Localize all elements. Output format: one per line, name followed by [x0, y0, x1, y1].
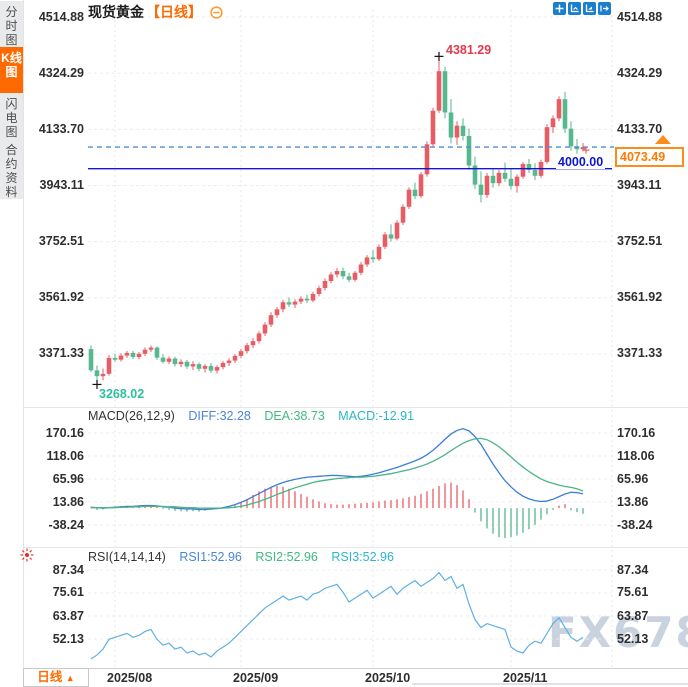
rsi-yaxis-left-label: 87.34 [52, 562, 84, 577]
crosshair-tool-icon[interactable] [553, 2, 566, 15]
chart-toolbar [553, 2, 611, 15]
sidebar-tab-contract-info[interactable]: 合约资料 [0, 139, 23, 199]
macd-params-label: MACD(26,12,9) [88, 409, 175, 423]
macd-yaxis-left-label: 170.16 [45, 425, 84, 440]
rsi2-value: RSI2:52.96 [255, 550, 318, 564]
macd-header: MACD(26,12,9) DIFF:32.28 DEA:38.73 MACD:… [88, 409, 414, 423]
main-yaxis-left-label: 3371.33 [38, 346, 84, 361]
chart-title-row: 现货黄金 【日线】 [88, 2, 223, 22]
rsi-yaxis-left-label: 52.13 [52, 631, 84, 646]
main-yaxis-right-label: 3943.11 [617, 177, 662, 192]
macd-yaxis-left-label: -38.24 [48, 517, 84, 532]
sidebar-divider [23, 0, 24, 686]
sidebar-tab-time-chart[interactable]: 分时图 [0, 1, 23, 47]
main-yaxis-left-label: 4324.29 [38, 65, 84, 80]
macd-dea-value: DEA:38.73 [264, 409, 325, 423]
instrument-name: 现货黄金 [88, 4, 144, 20]
xaxis-date-label: 2025/08 [107, 671, 153, 685]
macd-yaxis-right-label: -38.24 [617, 517, 653, 532]
period-dropdown-arrow-icon: ▲ [65, 673, 75, 683]
rsi-yaxis-left-label: 75.61 [52, 585, 84, 600]
main-yaxis-right-label: 3371.33 [617, 346, 663, 361]
high-price-annotation: 4381.29 [446, 43, 492, 58]
macd-yaxis-right-label: 13.86 [617, 494, 649, 509]
macd-macd-value: MACD:-12.91 [338, 409, 415, 423]
current-price-badge: 4073.49 [615, 147, 684, 167]
rsi3-value: RSI3:52.96 [331, 550, 394, 564]
main-yaxis-right-label: 4514.88 [617, 9, 663, 24]
horizontal-scrollbar[interactable] [412, 683, 688, 685]
main-yaxis-left-label: 4133.70 [38, 121, 84, 136]
main-yaxis-left-label: 3943.11 [39, 177, 85, 192]
xaxis-separator [23, 668, 688, 669]
rsi-yaxis-right-label: 63.87 [617, 608, 649, 623]
exit-chart-tool-icon[interactable] [598, 2, 611, 15]
macd-diff-value: DIFF:32.28 [188, 409, 251, 423]
main-yaxis-left-label: 3752.51 [38, 234, 84, 249]
main-yaxis-right-label: 3752.51 [617, 234, 663, 249]
hline-price-label: 4000.00 [556, 154, 606, 169]
macd-yaxis-right-label: 65.96 [617, 471, 649, 486]
rsi-header: RSI(14,14,14) RSI1:52.96 RSI2:52.96 RSI3… [88, 550, 394, 564]
period-tag: 【日线】 [146, 4, 202, 20]
rsi-params-label: RSI(14,14,14) [88, 550, 166, 564]
trend-tool-icon[interactable] [583, 2, 596, 15]
main-yaxis-right-label: 3561.92 [617, 290, 663, 305]
macd-yaxis-right-label: 170.16 [617, 425, 656, 440]
main-yaxis-left-label: 4514.88 [38, 9, 84, 24]
rsi-yaxis-right-label: 87.34 [617, 562, 649, 577]
period-selector-button[interactable]: 日线 ▲ [23, 668, 89, 687]
main-macd-separator [23, 407, 688, 408]
main-yaxis-left-label: 3561.92 [38, 290, 84, 305]
macd-yaxis-left-label: 65.96 [52, 471, 84, 486]
collapse-panel-icon[interactable] [210, 6, 223, 22]
macd-rsi-separator [23, 547, 688, 548]
watermark: FX678 [548, 608, 688, 657]
xaxis-date-label: 2025/09 [233, 671, 279, 685]
xaxis-date-label: 2025/11 [503, 671, 548, 685]
main-yaxis-right-label: 4324.29 [617, 65, 663, 80]
sidebar-tab-kline-chart[interactable]: K线图 [0, 47, 23, 93]
macd-yaxis-left-label: 13.86 [52, 494, 84, 509]
low-price-annotation: 3268.02 [99, 387, 145, 402]
main-yaxis-right-label: 4133.70 [617, 121, 663, 136]
rsi-yaxis-left-label: 63.87 [52, 608, 84, 623]
xaxis-date-label: 2025/10 [365, 671, 411, 685]
macd-yaxis-right-label: 118.06 [617, 448, 655, 463]
axis-scale-tool-icon[interactable] [568, 2, 581, 15]
rsi-yaxis-right-label: 52.13 [617, 631, 649, 646]
flash-indicator-icon[interactable] [20, 548, 34, 567]
macd-yaxis-left-label: 118.06 [46, 448, 84, 463]
sidebar-tab-lightning-chart[interactable]: 闪电图 [0, 93, 23, 139]
rsi-yaxis-right-label: 75.61 [617, 585, 649, 600]
price-up-arrow-icon [655, 135, 671, 144]
rsi1-value: RSI1:52.96 [179, 550, 242, 564]
period-label: 日线 [37, 670, 63, 684]
